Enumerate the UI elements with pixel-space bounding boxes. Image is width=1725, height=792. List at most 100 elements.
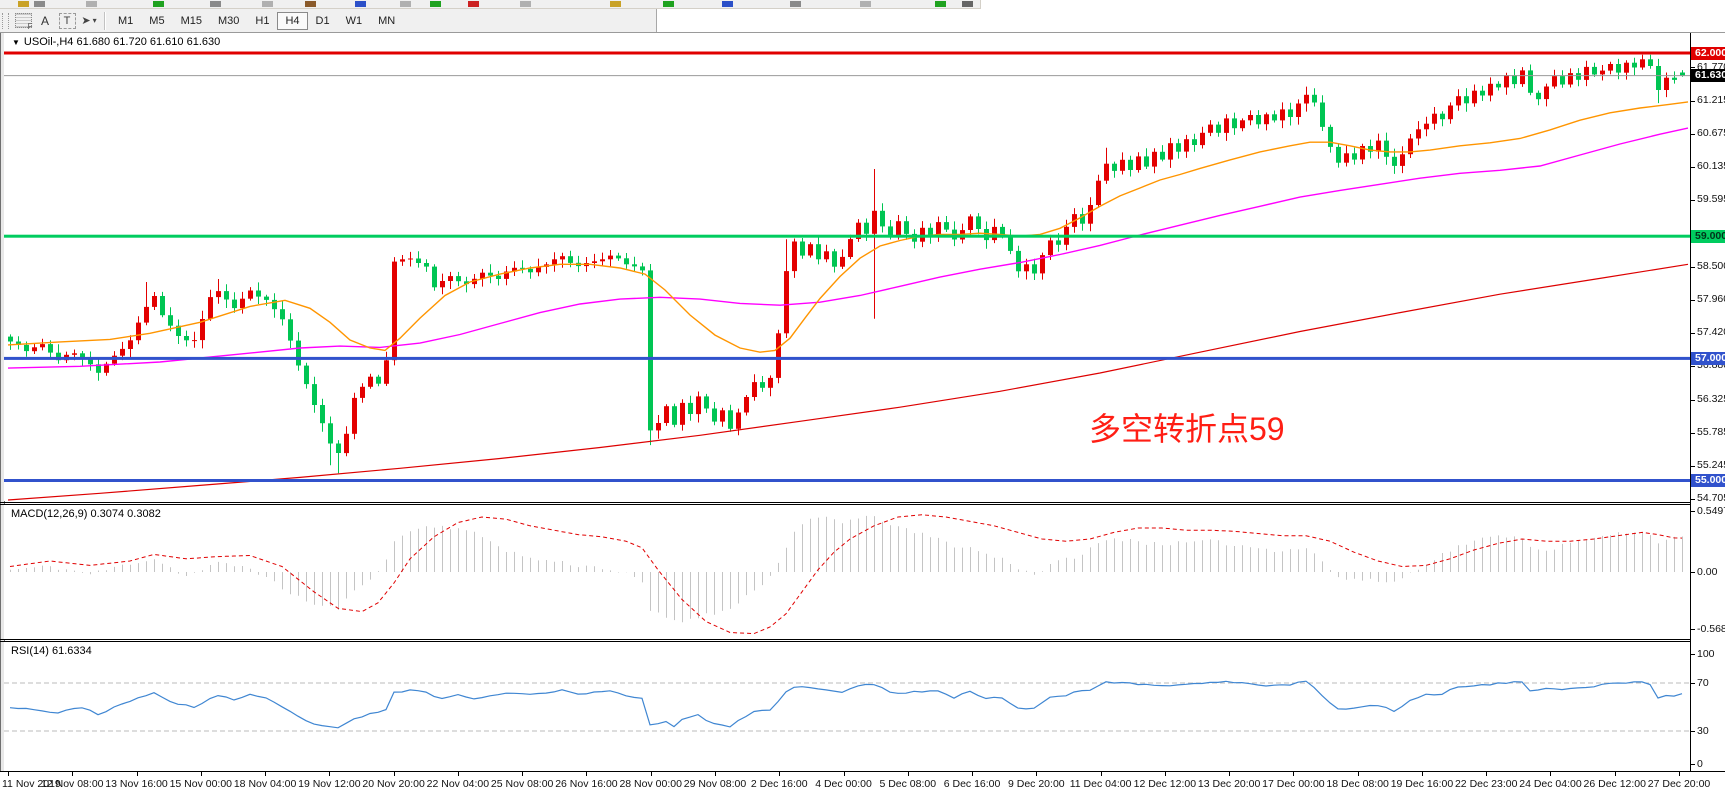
axis-label: 58.500	[1697, 260, 1725, 273]
clipped-toolbar-icon[interactable]	[935, 1, 946, 7]
time-axis-tick	[1229, 772, 1231, 776]
price-level-line-55[interactable]	[4, 479, 1690, 482]
time-axis-tick	[779, 772, 781, 776]
clipped-toolbar-icon[interactable]	[520, 1, 531, 7]
axis-tick	[1691, 365, 1695, 367]
timeframe-button-m30[interactable]: M30	[217, 14, 240, 27]
axis-tick	[1691, 572, 1695, 573]
clipped-toolbar-icon[interactable]	[663, 1, 674, 7]
time-axis-label: 2 Dec 16:00	[750, 778, 808, 790]
time-axis-tick	[265, 772, 267, 776]
indicator-window-button[interactable]: F	[14, 12, 33, 31]
pane-separator[interactable]	[0, 502, 1725, 503]
text-box-button[interactable]: T	[58, 12, 76, 30]
price-level-line-59[interactable]	[4, 234, 1690, 238]
time-axis-tick	[650, 772, 652, 776]
time-axis-label: 28 Nov 00:00	[619, 778, 682, 790]
time-axis-tick	[1100, 772, 1102, 776]
rsi-indicator-pane[interactable]: RSI(14) 61.6334	[4, 642, 1690, 771]
timeframe-button-h4[interactable]: H4	[277, 11, 308, 30]
axis-tick	[1691, 511, 1695, 512]
timeframe-button-d1[interactable]: D1	[315, 14, 330, 27]
axis-tick	[1691, 266, 1695, 268]
time-axis-tick	[714, 772, 716, 776]
pane-separator[interactable]	[0, 504, 1725, 505]
ma-mid-magenta-line	[7, 127, 1689, 369]
rsi-label: RSI(14) 61.6334	[11, 645, 92, 657]
clipped-toolbar-icon[interactable]	[722, 1, 733, 7]
timeframe-button-m15[interactable]: M15	[180, 14, 202, 27]
pane-separator[interactable]	[0, 639, 1725, 640]
axis-label: 0.5497	[1697, 504, 1725, 517]
clipped-toolbar-icon[interactable]	[305, 1, 316, 7]
macd-indicator-pane[interactable]: MACD(12,26,9) 0.3074 0.3082	[4, 505, 1690, 639]
axis-label: 30	[1697, 724, 1709, 737]
time-axis-tick	[522, 772, 524, 776]
time-axis-tick	[972, 772, 974, 776]
axis-label: 57.420	[1697, 326, 1725, 339]
clipped-toolbar-icon[interactable]	[355, 1, 366, 7]
time-axis-tick	[136, 772, 138, 776]
axis-label: 100	[1697, 647, 1715, 660]
axis-label: 61.215	[1697, 94, 1725, 107]
axis-tick	[1691, 683, 1695, 684]
chart-window-top-border	[0, 32, 1725, 33]
time-axis-tick	[1550, 772, 1552, 776]
time-axis-label: 6 Dec 16:00	[943, 778, 1001, 790]
pane-separator[interactable]	[0, 641, 1725, 642]
time-axis-label: 24 Dec 04:00	[1519, 778, 1582, 790]
rsi-line	[9, 680, 1683, 729]
price-badge: 55.000	[1691, 474, 1725, 487]
clipped-toolbar-icon[interactable]	[34, 1, 45, 7]
time-axis-label: 20 Nov 20:00	[362, 778, 425, 790]
time-axis-tick	[1357, 772, 1359, 776]
clipped-toolbar-icon[interactable]	[860, 1, 871, 7]
time-axis-tick	[1421, 772, 1423, 776]
clipped-toolbar-icon[interactable]	[153, 1, 164, 7]
axis-label: 59.595	[1697, 193, 1725, 206]
axis-tick	[1691, 199, 1695, 201]
clipped-toolbar-icon[interactable]	[962, 1, 973, 7]
toolbar-grip[interactable]	[2, 12, 9, 29]
price-chart-canvas[interactable]	[4, 33, 1690, 501]
price-chart-pane[interactable]: ▼ USOil-,H4 61.680 61.720 61.610 61.630 …	[4, 33, 1690, 501]
clipped-toolbar-icon[interactable]	[400, 1, 411, 7]
ma-fast-orange-line	[7, 101, 1689, 353]
timeframe-button-m5[interactable]: M5	[149, 14, 165, 27]
time-axis-tick	[393, 772, 395, 776]
time-axis-label: 5 Dec 08:00	[879, 778, 937, 790]
clipped-toolbar-icon[interactable]	[790, 1, 801, 7]
clipped-toolbar-icon[interactable]	[468, 1, 479, 7]
grid-f-letter: F	[27, 22, 33, 31]
time-axis[interactable]: 11 Nov 2019 12 Nov 08:00 13 Nov 16:00 15 No…	[0, 772, 1725, 792]
macd-label: MACD(12,26,9) 0.3074 0.3082	[11, 508, 161, 520]
macd-canvas[interactable]	[4, 505, 1690, 639]
chart-title-text: USOil-,H4 61.680 61.720 61.610 61.630	[23, 36, 221, 48]
clipped-toolbar-icon[interactable]	[86, 1, 97, 7]
clipped-toolbar-icon[interactable]	[610, 1, 621, 7]
timeframe-button-mn[interactable]: MN	[378, 14, 396, 27]
text-label-button[interactable]: A	[36, 12, 54, 30]
time-axis-label: 25 Nov 08:00	[490, 778, 554, 790]
clipped-toolbar-icon[interactable]	[430, 1, 441, 7]
timeframe-button-h1[interactable]: H1	[255, 14, 270, 27]
rsi-canvas[interactable]	[4, 642, 1690, 771]
price-level-line-57[interactable]	[4, 356, 1690, 360]
clipped-toolbar-icon[interactable]	[262, 1, 273, 7]
macd-histogram	[10, 515, 1683, 623]
arrow-objects-button[interactable]: ➤ ▾	[80, 12, 98, 30]
time-axis-label: 27 Dec 20:00	[1647, 778, 1711, 790]
price-level-line-62[interactable]	[4, 51, 1690, 55]
time-axis-tick	[457, 772, 459, 776]
time-axis-label: 13 Nov 16:00	[105, 778, 168, 790]
timeframe-button-w1[interactable]: W1	[345, 14, 363, 27]
time-axis-label: 12 Dec 12:00	[1133, 778, 1197, 790]
price-axis[interactable]: 61.77061.21560.67560.13559.59558.50057.9…	[1691, 33, 1725, 771]
timeframe-button-m1[interactable]: M1	[118, 14, 134, 27]
chart-dropdown-icon[interactable]: ▼	[12, 37, 20, 47]
clipped-toolbar-icon[interactable]	[210, 1, 221, 7]
clipped-toolbar-icon[interactable]	[18, 1, 29, 7]
chart-text-annotation[interactable]: 多空转折点59	[1089, 411, 1285, 447]
time-axis-label: 15 Nov 00:00	[169, 778, 233, 790]
axis-label: 0.00	[1697, 565, 1718, 578]
